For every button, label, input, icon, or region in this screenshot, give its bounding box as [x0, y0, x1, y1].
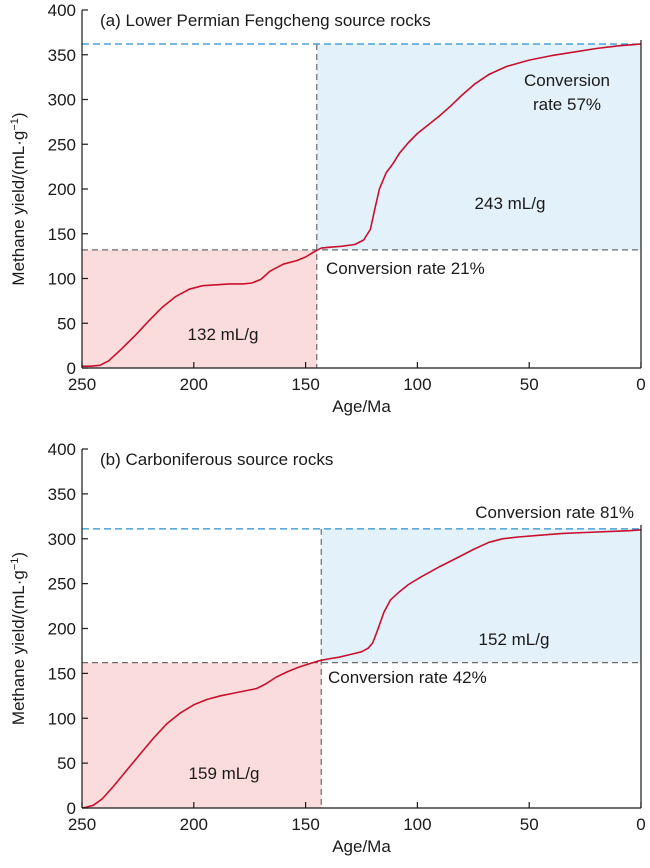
panel-b-x-axis-title: Age/Ma — [332, 837, 391, 856]
panel-a-x-tick-label: 200 — [180, 375, 208, 394]
panel-a-x-tick-label: 0 — [636, 375, 645, 394]
panel-a-chart: 250 200 150 100 50 0050100150200250300350400 … — [9, 1, 646, 416]
panel-b-x-tick-label: 0 — [636, 815, 645, 834]
panel-a-title: (a) Lower Permian Fengcheng source rocks — [100, 11, 431, 30]
panel-a-y-tick-label: 250 — [48, 135, 76, 154]
panel-b-y-tick-label: 100 — [48, 709, 76, 728]
panel-b-y-tick-label: 400 — [48, 440, 76, 459]
panel-a-upper-rate-label-line1: Conversion — [524, 71, 610, 90]
panel-a-y-axis-title-superscript: −1 — [9, 118, 21, 131]
panel-b-lower-region — [82, 662, 322, 808]
panel-b-upper-rate-label: Conversion rate 81% — [475, 503, 634, 522]
panel-b-title: (b) Carboniferous source rocks — [100, 450, 333, 469]
panel-b-y-axis-title-superscript: −1 — [9, 558, 21, 571]
panel-b-chart: 250 200 150 100 50 0050100150200250300350400 … — [9, 440, 646, 856]
panel-a-methane-yield-curve — [82, 43, 642, 367]
panel-a-y-tick-label: 350 — [48, 46, 76, 65]
panel-b-y-axis-title: Methane yield/(mL·g−1) — [9, 552, 28, 725]
panel-a-y-tick-label: 300 — [48, 91, 76, 110]
panel-b-upper-amount-label: 152 mL/g — [479, 630, 550, 649]
panel-b-lower-rate-label: Conversion rate 42% — [328, 668, 487, 687]
panel-a-lower-region — [82, 249, 317, 368]
panel-b-x-tick-label: 50 — [520, 815, 539, 834]
panel-a-y-tick-label: 400 — [48, 1, 76, 20]
panel-a-y-tick-label: 0 — [67, 359, 76, 378]
panel-a-y-tick-label: 200 — [48, 180, 76, 199]
panel-b-y-tick-label: 250 — [48, 575, 76, 594]
panel-a-y-tick-label: 150 — [48, 225, 76, 244]
panel-a-y-tick-label: 50 — [57, 314, 76, 333]
panel-b-y-tick-label: 350 — [48, 485, 76, 504]
panel-a-x-tick-label: 150 — [291, 375, 319, 394]
panel-a-x-tick-label: 50 — [520, 375, 539, 394]
panel-b-y-tick-label: 150 — [48, 664, 76, 683]
panel-a-y-axis-title: Methane yield/(mL·g−1) — [9, 112, 28, 285]
panel-b-y-tick-label: 200 — [48, 620, 76, 639]
panel-a-lower-rate-label: Conversion rate 21% — [326, 259, 485, 278]
panel-a-lower-amount-label: 132 mL/g — [188, 325, 259, 344]
panel-a-x-tick-label: 250 — [68, 375, 96, 394]
panel-b-methane-yield-curve — [81, 529, 642, 809]
panel-b-y-tick-label: 0 — [67, 799, 76, 818]
panel-a-upper-amount-label: 243 mL/g — [475, 194, 546, 213]
panel-a-x-tick-label: 100 — [403, 375, 431, 394]
panel-a-upper-region — [316, 44, 641, 250]
panel-a-upper-rate-label-line2: rate 57% — [533, 95, 601, 114]
panel-b-x-tick-label: 150 — [291, 815, 319, 834]
panel-b-x-tick-label: 200 — [180, 815, 208, 834]
panel-a-y-tick-label: 100 — [48, 270, 76, 289]
panel-b-x-tick-label: 250 — [68, 815, 96, 834]
panel-b-y-tick-label: 50 — [57, 754, 76, 773]
panel-b-y-tick-label: 300 — [48, 530, 76, 549]
panel-b-x-tick-label: 100 — [403, 815, 431, 834]
panel-a-x-axis-title: Age/Ma — [332, 397, 391, 416]
panel-b-lower-amount-label: 159 mL/g — [189, 764, 260, 783]
